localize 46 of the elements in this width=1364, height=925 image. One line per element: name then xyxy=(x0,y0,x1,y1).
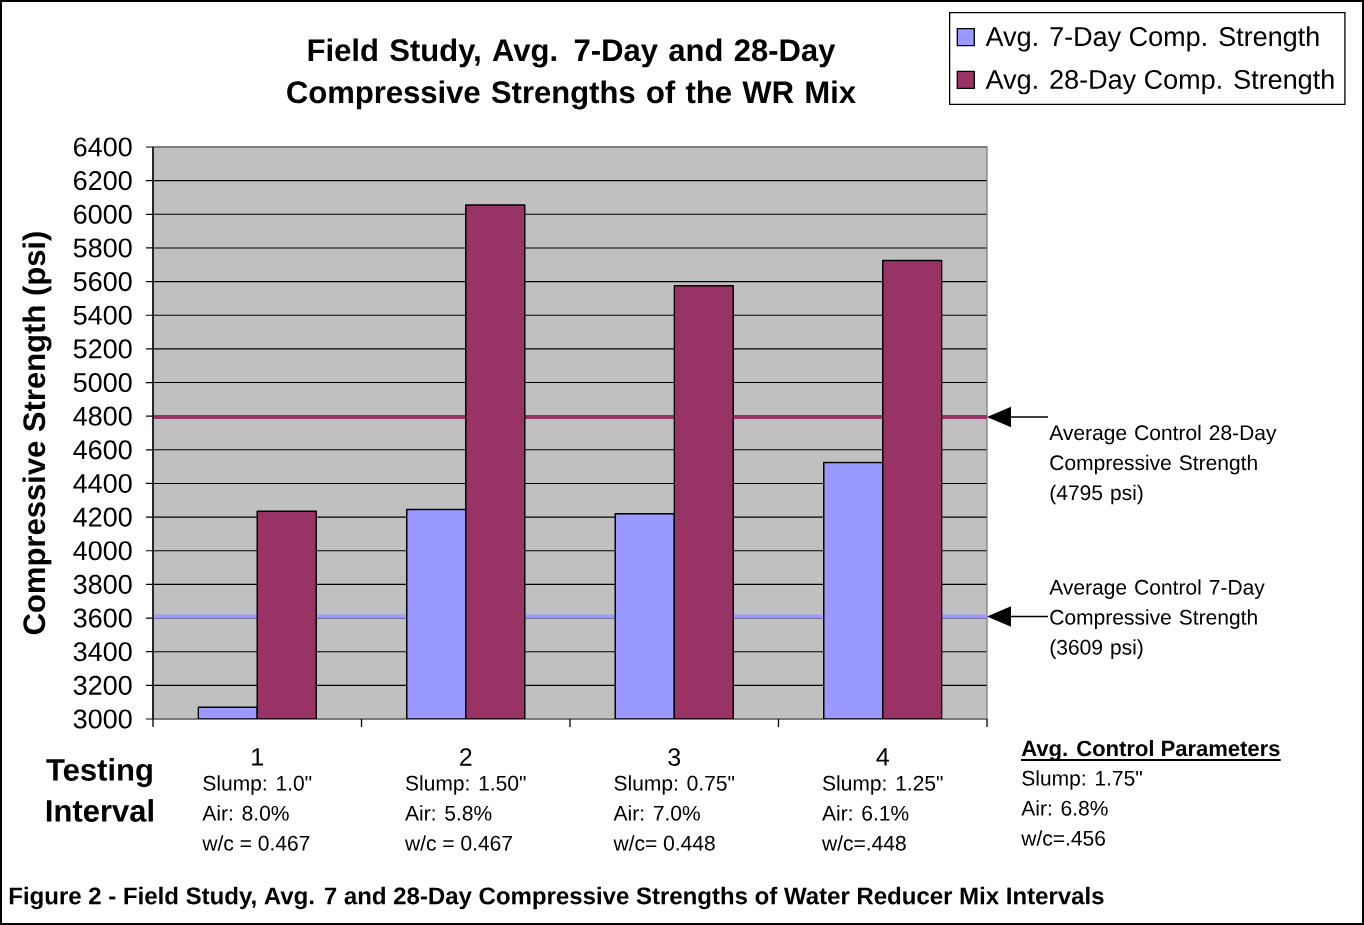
x-tick-label: 1 xyxy=(252,748,263,766)
text: Slump: 0.75" xyxy=(614,775,735,795)
text: Slump: 1.0" xyxy=(203,775,312,795)
x-tick-label: 4 xyxy=(876,748,889,766)
y-tick-label: 4800 xyxy=(73,406,132,426)
y-tick-label: 5600 xyxy=(73,272,132,292)
y-tick-label: 3400 xyxy=(73,642,132,662)
text: Slump: 1.25" xyxy=(822,775,943,795)
y-tick-label: 3800 xyxy=(73,574,132,594)
ref-line-label: Average Control 7-Day Compressive Strength (3609 psi) xyxy=(1049,579,1265,659)
y-tick-label: 6200 xyxy=(74,171,132,191)
text: Air: 5.8% xyxy=(405,805,492,821)
y-tick-label: 3200 xyxy=(73,675,132,695)
ref-line-label: Average Control 28-Day Compressive Strength (4795 psi) xyxy=(1049,424,1277,505)
y-tick-label: 4600 xyxy=(73,440,132,460)
y-tick-label: 5400 xyxy=(73,305,132,325)
caption: Figure 2 - Field Study, Avg. 7 and 28-Day Compressive Strengths of Water Reducer Mix Intervals xyxy=(9,886,1104,910)
text: Slump: 1.75" xyxy=(1022,770,1142,790)
text: w/c=.448 xyxy=(822,835,906,851)
text: w/c = 0.467 xyxy=(405,835,512,851)
text: Air: 7.0% xyxy=(613,805,700,821)
text: w/c = 0.467 xyxy=(202,835,310,851)
y-tick-label: 4400 xyxy=(73,473,132,494)
y-tick-label: 5000 xyxy=(73,372,132,393)
y-tick-label: 4200 xyxy=(73,507,132,527)
y-tick-label: 5800 xyxy=(73,238,132,258)
y-axis-title: Compressive Strength (psi) xyxy=(22,232,52,635)
y-tick-label: 3600 xyxy=(73,608,132,628)
text: Air: 8.0% xyxy=(202,805,289,821)
text: Slump: 1.50" xyxy=(405,775,526,795)
text: Avg. Control Parameters xyxy=(1021,740,1280,761)
x-axis-title: Testing Interval xyxy=(46,758,153,822)
legend-label: Avg. 28-Day Comp. Strength xyxy=(985,69,1334,95)
y-tick-label: 5200 xyxy=(73,339,132,359)
y-tick-label: 6400 xyxy=(74,137,132,157)
legend-label: Avg. 7-Day Comp. Strength xyxy=(985,26,1319,52)
x-tick-label: 3 xyxy=(668,748,681,766)
y-tick-label: 3000 xyxy=(73,709,132,729)
y-tick-label: 6000 xyxy=(74,204,132,224)
text: Air: 6.8% xyxy=(1021,800,1108,816)
x-tick-label: 2 xyxy=(460,748,472,766)
text: w/c= 0.448 xyxy=(613,835,715,851)
text: Air: 6.1% xyxy=(822,805,909,821)
text: w/c=.456 xyxy=(1021,830,1105,846)
chart-title: Field Study, Avg. 7-Day and 28-Day Compressive Strengths of the WR Mix xyxy=(287,38,856,110)
y-tick-label: 4000 xyxy=(73,541,132,561)
